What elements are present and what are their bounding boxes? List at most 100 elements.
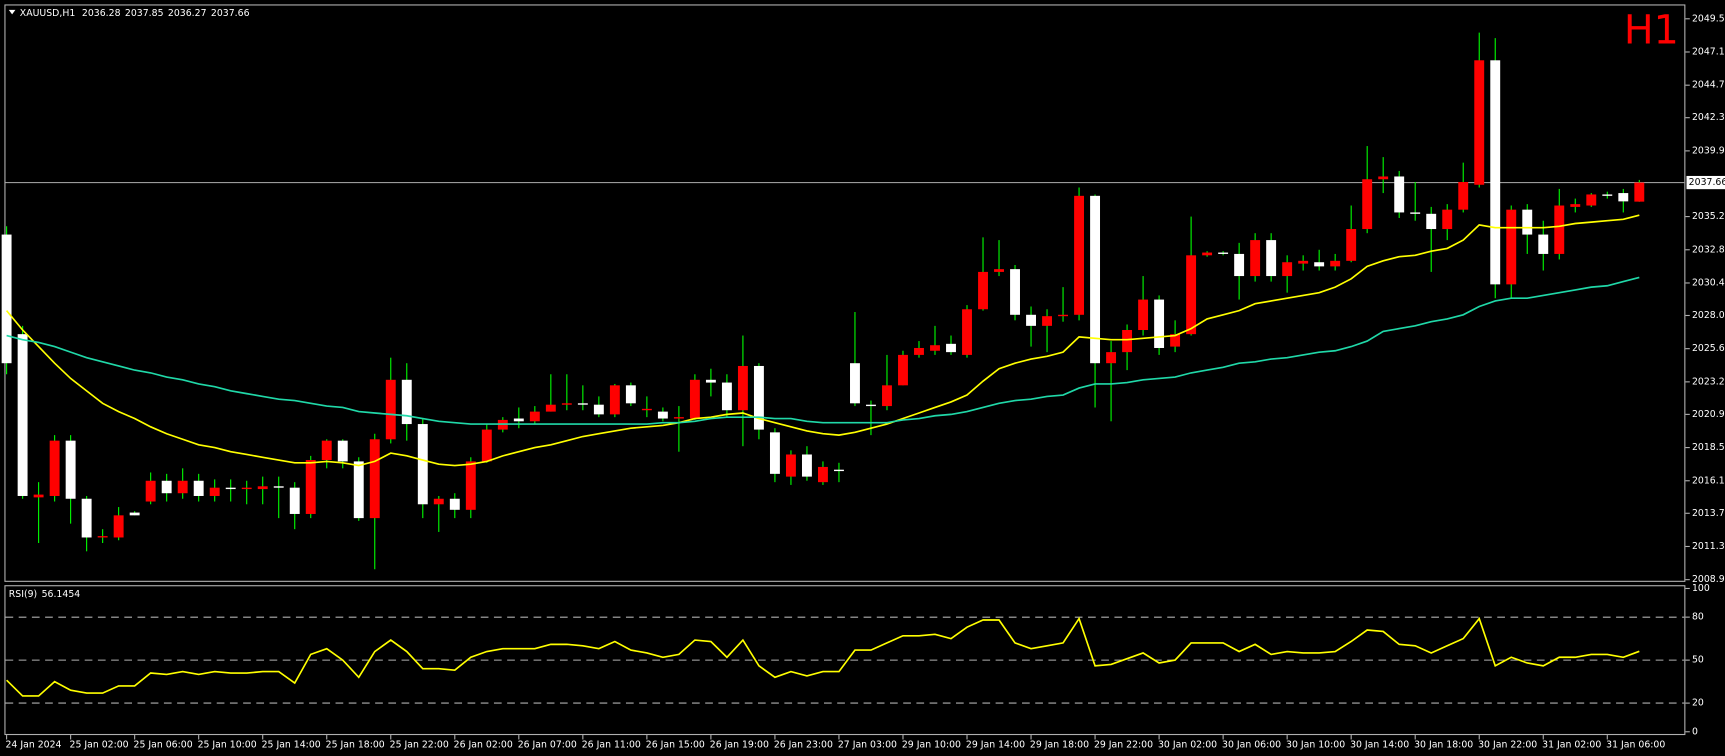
candle-body xyxy=(1,234,12,364)
x-tick-label: 26 Jan 07:00 xyxy=(518,739,577,750)
candle-body xyxy=(1506,209,1517,285)
y-tick-label: 2016.10 xyxy=(1692,475,1725,486)
x-tick-label: 25 Jan 02:00 xyxy=(70,739,129,750)
y-tick-label: 2023.25 xyxy=(1692,376,1725,387)
candle-body xyxy=(753,365,764,430)
candle-body xyxy=(609,385,620,415)
current-price-label: 2037.66 xyxy=(1689,177,1725,188)
x-tick-label: 30 Jan 22:00 xyxy=(1478,739,1537,750)
candle-body xyxy=(1202,252,1213,256)
y-tick-label: 2013.75 xyxy=(1692,508,1725,519)
candle-body xyxy=(545,404,556,412)
candle-body xyxy=(97,536,108,538)
candle-body xyxy=(529,411,540,422)
high-price: 2037.85 xyxy=(125,8,164,19)
x-tick-label: 30 Jan 18:00 xyxy=(1414,739,1473,750)
candle-body xyxy=(129,512,140,516)
candle-body xyxy=(898,354,908,386)
candle-body xyxy=(177,480,188,494)
moving-average-line xyxy=(5,214,1640,467)
candle-body xyxy=(1010,269,1020,315)
x-tick-label: 31 Jan 02:00 xyxy=(1542,739,1601,750)
timeframe-badge: H1 xyxy=(1624,8,1679,54)
x-tick-label: 29 Jan 22:00 xyxy=(1094,739,1153,750)
x-tick-label: 26 Jan 02:00 xyxy=(454,739,513,750)
low-price: 2036.27 xyxy=(168,8,207,19)
candle-body xyxy=(273,486,284,488)
y-tick-label: 2011.35 xyxy=(1692,541,1725,552)
candle-body xyxy=(1154,299,1165,348)
candle-body xyxy=(737,365,748,411)
x-tick-label: 30 Jan 10:00 xyxy=(1286,739,1345,750)
candle-body xyxy=(225,487,236,490)
menu-triangle[interactable] xyxy=(8,9,16,15)
candle-body xyxy=(209,487,220,496)
y-tick-label: 2020.90 xyxy=(1692,409,1725,420)
x-tick-label: 26 Jan 23:00 xyxy=(774,739,833,750)
candle-body xyxy=(417,424,428,505)
candle-body xyxy=(801,454,812,477)
candle-body xyxy=(1378,176,1389,180)
x-tick-label: 26 Jan 11:00 xyxy=(582,739,641,750)
candle-body xyxy=(1090,195,1101,364)
candle-body xyxy=(49,440,60,496)
candle-body xyxy=(1266,240,1277,277)
candle-body xyxy=(1314,262,1325,267)
x-tick-label: 26 Jan 19:00 xyxy=(710,739,769,750)
candle-body xyxy=(1474,60,1485,185)
y-tick-label: 2025.65 xyxy=(1692,343,1725,354)
candle-body xyxy=(1250,240,1261,277)
candle-body xyxy=(577,403,588,405)
candle-body xyxy=(1362,179,1373,230)
candle-body xyxy=(1234,253,1245,277)
y-tick-label: 2042.35 xyxy=(1692,112,1725,123)
candle-body xyxy=(65,440,76,499)
candle-body xyxy=(1490,60,1501,285)
candle-body xyxy=(385,379,396,440)
y-tick-label: 2018.50 xyxy=(1692,442,1725,453)
candle-body xyxy=(241,487,252,490)
candle-body xyxy=(1410,212,1421,214)
candle-body xyxy=(465,461,476,510)
symbol-header: XAUUSD,H1 2036.28 2037.85 2036.27 2037.66 xyxy=(20,8,250,19)
x-tick-label: 24 Jan 2024 xyxy=(6,739,62,750)
candle-body xyxy=(978,271,988,310)
rsi-line xyxy=(6,616,1640,697)
candle-body xyxy=(962,309,972,355)
y-tick-label: 50 xyxy=(1692,655,1704,666)
rsi-current: 56.1454 xyxy=(42,588,81,599)
candle-body xyxy=(1458,182,1469,210)
x-tick-label: 25 Jan 14:00 xyxy=(262,739,321,750)
candle-body xyxy=(1122,330,1133,353)
x-tick-label: 29 Jan 18:00 xyxy=(1030,739,1089,750)
candle-body xyxy=(1618,193,1629,202)
candle-body xyxy=(1026,314,1036,326)
candle-body xyxy=(866,404,876,407)
candle-body xyxy=(850,363,860,404)
x-tick-label: 25 Jan 22:00 xyxy=(390,739,449,750)
candle-body xyxy=(657,411,668,419)
candle-body xyxy=(1218,252,1229,254)
candle-body xyxy=(305,460,316,514)
rsi-title: RSI(9) xyxy=(9,588,37,599)
candle-body xyxy=(914,347,924,355)
candle-body xyxy=(817,466,828,483)
candle-body xyxy=(513,418,524,422)
candle-body xyxy=(593,404,604,415)
y-tick-label: 2008.95 xyxy=(1692,574,1725,585)
candle-body xyxy=(1346,229,1357,261)
candle-body xyxy=(689,379,700,419)
rsi-panel-frame xyxy=(4,585,1686,736)
x-tick-label: 30 Jan 02:00 xyxy=(1158,739,1217,750)
candle-body xyxy=(785,454,796,477)
y-tick-label: 2035.20 xyxy=(1692,211,1725,222)
candle-body xyxy=(705,379,716,383)
candle-body xyxy=(882,385,892,407)
candle-body xyxy=(1170,334,1181,347)
open-price: 2036.28 xyxy=(82,8,121,19)
candle-body xyxy=(673,417,684,419)
candle-body xyxy=(1282,262,1293,277)
candle-body xyxy=(834,469,844,472)
x-tick-label: 26 Jan 15:00 xyxy=(646,739,705,750)
